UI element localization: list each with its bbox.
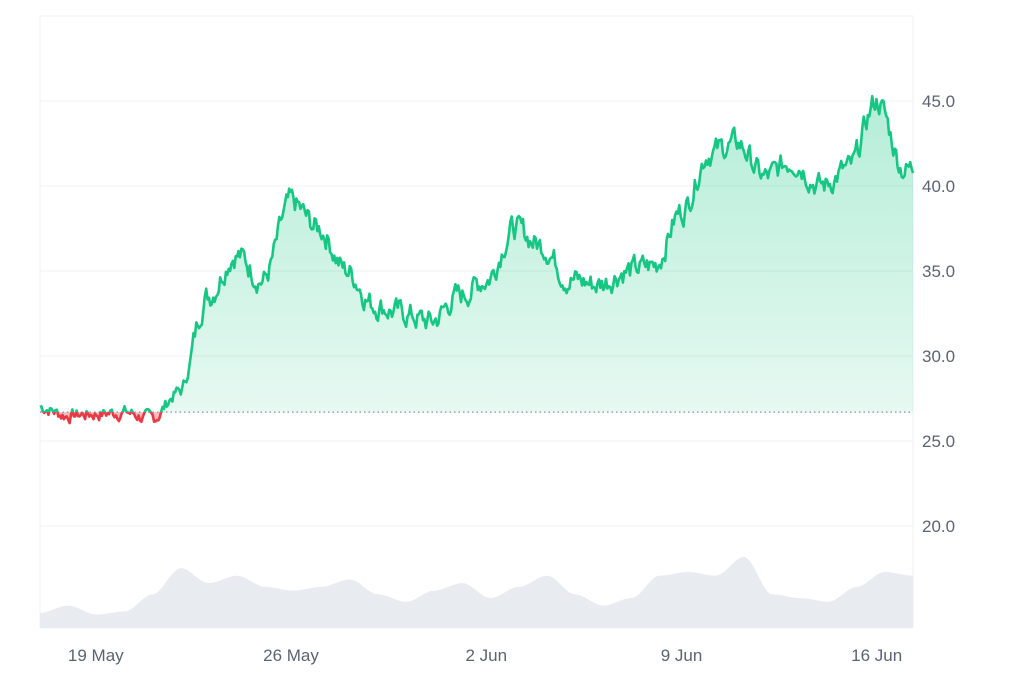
x-tick-label: 26 May [263,646,319,665]
x-tick-label: 16 Jun [851,646,902,665]
x-tick-label: 19 May [68,646,124,665]
price-line-up [39,94,915,413]
x-tick-label: 2 Jun [466,646,508,665]
y-tick-label: 30.0 [922,347,955,366]
volume-area [40,556,913,628]
price-area-up [40,96,913,413]
y-tick-label: 40.0 [922,177,955,196]
y-tick-label: 35.0 [922,262,955,281]
y-tick-label: 25.0 [922,432,955,451]
y-tick-label: 20.0 [922,517,955,536]
y-tick-label: 45.0 [922,92,955,111]
x-tick-label: 9 Jun [661,646,703,665]
y-axis-ticks: 20.0 25.0 30.0 35.0 40.0 45.0 [922,92,955,536]
x-axis-ticks: 19 May 26 May 2 Jun 9 Jun 16 Jun [68,646,902,665]
